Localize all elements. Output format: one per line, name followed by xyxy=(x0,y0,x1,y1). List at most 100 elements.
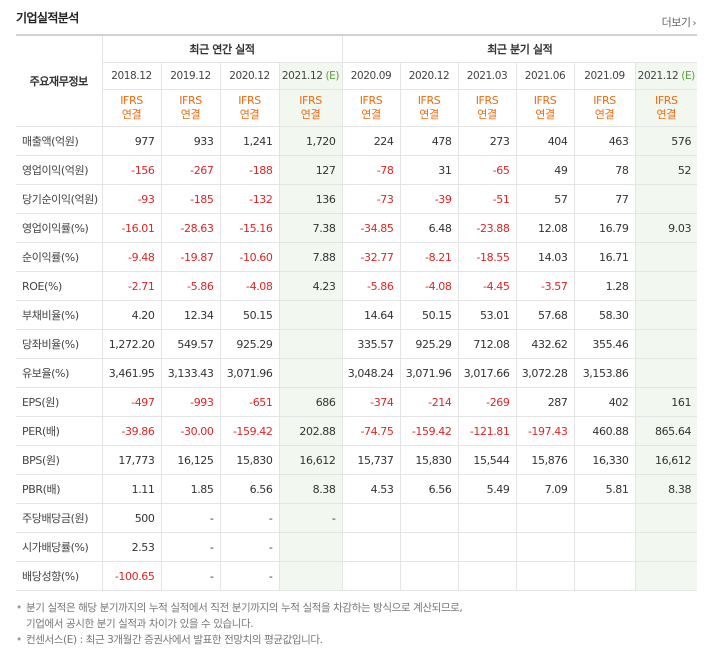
table-cell: 6.56 xyxy=(220,474,280,504)
period-header: 2021.06 xyxy=(516,62,575,90)
table-cell: 335.57 xyxy=(342,329,401,359)
period-header: 2021.03 xyxy=(458,62,517,90)
table-cell: -4.08 xyxy=(400,271,459,301)
ifrs-basis: IFRS 연결 xyxy=(161,89,221,127)
row-label: 유보율(%) xyxy=(16,358,103,388)
table-cell: -214 xyxy=(400,387,459,417)
table-row: PER(배) -39.86 -30.00 -159.42 202.88 -74.75 -15… xyxy=(16,416,698,446)
table-cell: -4.45 xyxy=(458,271,517,301)
table-cell xyxy=(635,271,698,301)
table-cell: -267 xyxy=(161,155,221,185)
table-cell: -8.21 xyxy=(400,242,459,272)
table-cell: -9.48 xyxy=(102,242,162,272)
table-cell: - xyxy=(220,503,280,533)
table-cell: 432.62 xyxy=(516,329,575,359)
period-header: 2020.12 xyxy=(400,62,459,90)
table-cell: 4.20 xyxy=(102,300,162,330)
table-cell xyxy=(279,300,343,330)
table-cell: - xyxy=(220,561,280,591)
table-cell: 1.85 xyxy=(161,474,221,504)
table-cell: -497 xyxy=(102,387,162,417)
ifrs-basis: IFRS 연결 xyxy=(220,89,280,127)
table-cell xyxy=(342,532,401,562)
table-cell xyxy=(635,242,698,272)
table-cell: 3,153.86 xyxy=(574,358,636,388)
table-cell: 500 xyxy=(102,503,162,533)
table-row: PBR(배) 1.11 1.85 6.56 8.38 4.53 6.56 5.49 7.09 5.… xyxy=(16,474,698,504)
table-cell: 127 xyxy=(279,155,343,185)
table-cell: -121.81 xyxy=(458,416,517,446)
table-cell: 50.15 xyxy=(220,300,280,330)
table-cell: -65 xyxy=(458,155,517,185)
table-cell: 7.09 xyxy=(516,474,575,504)
table-cell: 17,773 xyxy=(102,445,162,475)
table-cell: 16.71 xyxy=(574,242,636,272)
table-cell xyxy=(574,561,636,591)
table-cell: 15,830 xyxy=(220,445,280,475)
table-cell xyxy=(635,503,698,533)
table-cell: -73 xyxy=(342,184,401,214)
table-cell: 16.79 xyxy=(574,213,636,243)
table-cell: -159.42 xyxy=(400,416,459,446)
table-cell: 136 xyxy=(279,184,343,214)
table-cell: 933 xyxy=(161,126,221,156)
table-cell: 3,133.43 xyxy=(161,358,221,388)
table-cell: 3,071.96 xyxy=(220,358,280,388)
table-cell: 1,720 xyxy=(279,126,343,156)
table-cell: 686 xyxy=(279,387,343,417)
table-cell: 202.88 xyxy=(279,416,343,446)
row-label: 순이익률(%) xyxy=(16,242,103,272)
table-cell: - xyxy=(161,503,221,533)
row-label: 부채비율(%) xyxy=(16,300,103,330)
table-cell: 57 xyxy=(516,184,575,214)
table-cell: -32.77 xyxy=(342,242,401,272)
table-cell: -74.75 xyxy=(342,416,401,446)
table-cell: 16,612 xyxy=(279,445,343,475)
table-cell: -93 xyxy=(102,184,162,214)
table-cell: 1,241 xyxy=(220,126,280,156)
table-cell xyxy=(635,532,698,562)
footnote-1: 분기 실적은 해당 분기까지의 누적 실적에서 직전 분기까지의 누적 실적을 … xyxy=(16,600,706,616)
row-label: 당좌비율(%) xyxy=(16,329,103,359)
table-cell: -188 xyxy=(220,155,280,185)
table-cell: -993 xyxy=(161,387,221,417)
table-cell xyxy=(458,503,517,533)
table-cell xyxy=(635,300,698,330)
financial-table: 주요재무정보 최근 연간 실적 최근 분기 실적 2018.12 2019.12 2… xyxy=(16,34,698,591)
row-label: 당기순이익(억원) xyxy=(16,184,103,214)
period-header: 2020.12 xyxy=(220,62,280,90)
table-row: 부채비율(%) 4.20 12.34 50.15 14.64 50.15 53.01 57.6… xyxy=(16,300,698,330)
table-cell: 224 xyxy=(342,126,401,156)
table-cell: 404 xyxy=(516,126,575,156)
table-cell: 3,048.24 xyxy=(342,358,401,388)
table-cell xyxy=(400,503,459,533)
row-label: BPS(원) xyxy=(16,445,103,475)
table-cell xyxy=(516,532,575,562)
row-label: PBR(배) xyxy=(16,474,103,504)
table-cell: -39.86 xyxy=(102,416,162,446)
ifrs-basis: IFRS 연결 xyxy=(342,89,401,127)
table-row: ROE(%) -2.71 -5.86 -4.08 4.23 -5.86 -4.08 -4.45… xyxy=(16,271,698,301)
table-cell: 16,330 xyxy=(574,445,636,475)
table-cell: 52 xyxy=(635,155,698,185)
table-cell: -5.86 xyxy=(161,271,221,301)
table-cell: 50.15 xyxy=(400,300,459,330)
table-row: 배당성향(%) -100.65- - xyxy=(16,561,698,591)
more-link[interactable]: 더보기 › xyxy=(661,16,697,29)
table-cell: -5.86 xyxy=(342,271,401,301)
table-cell: -10.60 xyxy=(220,242,280,272)
table-cell: 1.28 xyxy=(574,271,636,301)
table-row: EPS(원) -497 -993 -651 686 -374 -214 -269 287 402 1… xyxy=(16,387,698,417)
table-cell: 15,544 xyxy=(458,445,517,475)
table-cell xyxy=(400,561,459,591)
table-cell: 31 xyxy=(400,155,459,185)
annual-group-header: 최근 연간 실적 xyxy=(102,34,343,63)
table-cell xyxy=(342,561,401,591)
footnotes: 분기 실적은 해당 분기까지의 누적 실적에서 직전 분기까지의 누적 실적을 … xyxy=(16,600,706,648)
table-cell: -51 xyxy=(458,184,517,214)
table-row: 주당배당금(원) 500- - - xyxy=(16,503,698,533)
ifrs-basis: IFRS 연결 xyxy=(279,89,343,127)
table-cell: 14.03 xyxy=(516,242,575,272)
table-cell: -197.43 xyxy=(516,416,575,446)
chevron-right-icon: › xyxy=(692,18,697,29)
